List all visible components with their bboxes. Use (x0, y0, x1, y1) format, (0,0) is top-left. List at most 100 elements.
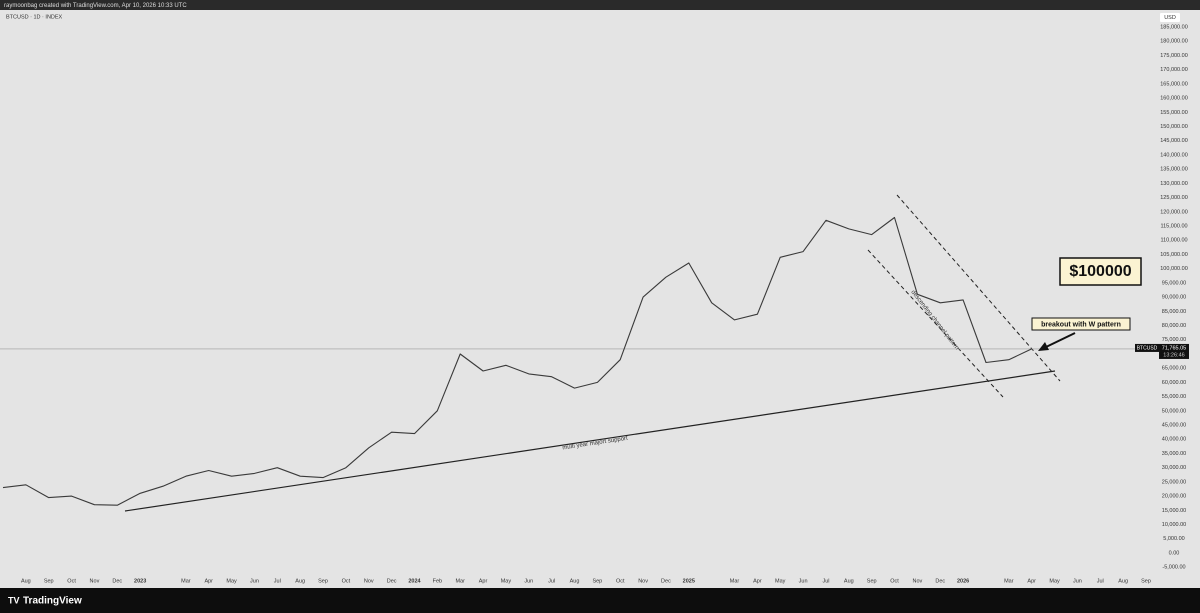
support-line (124, 370, 1056, 512)
x-tick-label: Oct (342, 578, 351, 584)
countdown: 13:26:46 (1163, 352, 1184, 358)
x-tick-label: May (1049, 578, 1060, 584)
y-tick-label: 75,000.00 (1162, 337, 1186, 343)
x-tick-label: Sep (867, 578, 877, 584)
y-tick-label: 50,000.00 (1162, 408, 1186, 414)
y-tick-label: 65,000.00 (1162, 366, 1186, 372)
y-tick-label: 45,000.00 (1162, 423, 1186, 429)
x-tick-label: Dec (387, 578, 397, 584)
y-tick-label: 105,000.00 (1160, 252, 1188, 258)
x-tick-label: Feb (433, 578, 442, 584)
y-tick-label: 85,000.00 (1162, 309, 1186, 315)
y-tick-label: 20,000.00 (1162, 494, 1186, 500)
y-tick-label: -5,000.00 (1162, 565, 1185, 571)
x-tick-label: Dec (935, 578, 945, 584)
breakout-label: breakout with W pattern (1041, 321, 1121, 328)
x-tick-label: Apr (753, 578, 762, 584)
y-tick-label: 145,000.00 (1160, 138, 1188, 144)
x-tick-label: Mar (730, 578, 740, 584)
y-tick-label: 175,000.00 (1160, 53, 1188, 59)
x-tick-label: Aug (844, 578, 854, 584)
y-tick-label: 40,000.00 (1162, 437, 1186, 443)
chart-title: BTCUSD · 1D · INDEX (6, 14, 63, 20)
y-tick-label: 100,000.00 (1160, 266, 1188, 272)
x-tick-label: Apr (204, 578, 213, 584)
y-tick-label: 165,000.00 (1160, 81, 1188, 87)
x-tick-label: Sep (1141, 578, 1151, 584)
y-tick-label: 30,000.00 (1162, 465, 1186, 471)
x-tick-label: Sep (592, 578, 602, 584)
x-tick-label: Jun (799, 578, 808, 584)
x-tick-label: Sep (318, 578, 328, 584)
y-tick-label: 185,000.00 (1160, 24, 1188, 30)
arrow-shaft (1045, 332, 1076, 348)
channel-upper (896, 194, 1061, 382)
top-bar (0, 0, 1200, 10)
channel-lower (867, 249, 1004, 398)
y-tick-label: 120,000.00 (1160, 209, 1188, 215)
x-tick-label: 2024 (408, 578, 421, 584)
currency-box (1160, 13, 1180, 22)
x-tick-label: Apr (479, 578, 488, 584)
y-tick-label: 115,000.00 (1160, 223, 1187, 229)
x-tick-label: Nov (90, 578, 100, 584)
x-tick-label: Dec (112, 578, 122, 584)
plot: 185,000.00 180,000.00 175,000.00 170,000.00… (0, 24, 1189, 584)
y-tick-label: 130,000.00 (1160, 181, 1188, 187)
y-tick-label: 170,000.00 (1160, 67, 1188, 73)
arrow-head (1038, 342, 1049, 351)
x-tick-label: Aug (21, 578, 31, 584)
y-tick-label: 55,000.00 (1162, 394, 1186, 400)
y-tick-label: 60,000.00 (1162, 380, 1186, 386)
logo-mark: TV (8, 595, 20, 605)
x-tick-label: Oct (67, 578, 76, 584)
x-tick-label: Mar (181, 578, 191, 584)
x-tick-label: Jul (274, 578, 281, 584)
x-tick-label: May (501, 578, 512, 584)
y-tick-label: 160,000.00 (1160, 96, 1188, 102)
x-tick-label: Jun (524, 578, 533, 584)
x-tick-label: Nov (913, 578, 923, 584)
last-price-value: 71,765.05 (1162, 345, 1186, 351)
y-tick-label: 0.00 (1169, 550, 1180, 556)
x-tick-label: Jun (1073, 578, 1082, 584)
target-box (1059, 257, 1142, 286)
brand: TradingView (23, 596, 82, 607)
x-tick-label: 2025 (683, 578, 695, 584)
x-tick-label: 2023 (134, 578, 146, 584)
x-tick-label: Oct (890, 578, 899, 584)
x-tick-label: Aug (295, 578, 305, 584)
x-tick-label: Jul (1097, 578, 1104, 584)
x-tick-label: Aug (570, 578, 580, 584)
y-tick-label: 15,000.00 (1162, 508, 1186, 514)
y-tick-label: 35,000.00 (1162, 451, 1186, 457)
y-tick-label: 180,000.00 (1160, 39, 1188, 45)
y-tick-label: 90,000.00 (1162, 295, 1186, 301)
x-tick-label: Apr (1027, 578, 1036, 584)
x-tick-label: May (775, 578, 786, 584)
y-tick-label: 80,000.00 (1162, 323, 1186, 329)
x-tick-label: Sep (44, 578, 54, 584)
y-tick-label: 155,000.00 (1160, 110, 1188, 116)
y-tick-label: 10,000.00 (1162, 522, 1186, 528)
x-tick-label: Nov (364, 578, 374, 584)
x-tick-label: Aug (1118, 578, 1128, 584)
y-tick-label: 150,000.00 (1160, 124, 1188, 130)
x-tick-label: Jul (822, 578, 829, 584)
x-tick-label: Mar (455, 578, 465, 584)
target-label: $100000 (1069, 263, 1131, 280)
y-tick-label: 25,000.00 (1162, 479, 1186, 485)
x-tick-label: Dec (661, 578, 671, 584)
y-tick-label: 135,000.00 (1160, 167, 1188, 173)
y-tick-label: 140,000.00 (1160, 152, 1188, 158)
attribution: raymoonbag created with TradingView.com,… (4, 3, 187, 9)
last-price-value-box (1159, 343, 1189, 359)
y-tick-label: 5,000.00 (1163, 536, 1184, 542)
last-price-box (1135, 343, 1159, 352)
y-tick-label: 110,000.00 (1160, 238, 1187, 244)
breakout-box (1031, 317, 1131, 331)
x-tick-label: 2026 (957, 578, 969, 584)
